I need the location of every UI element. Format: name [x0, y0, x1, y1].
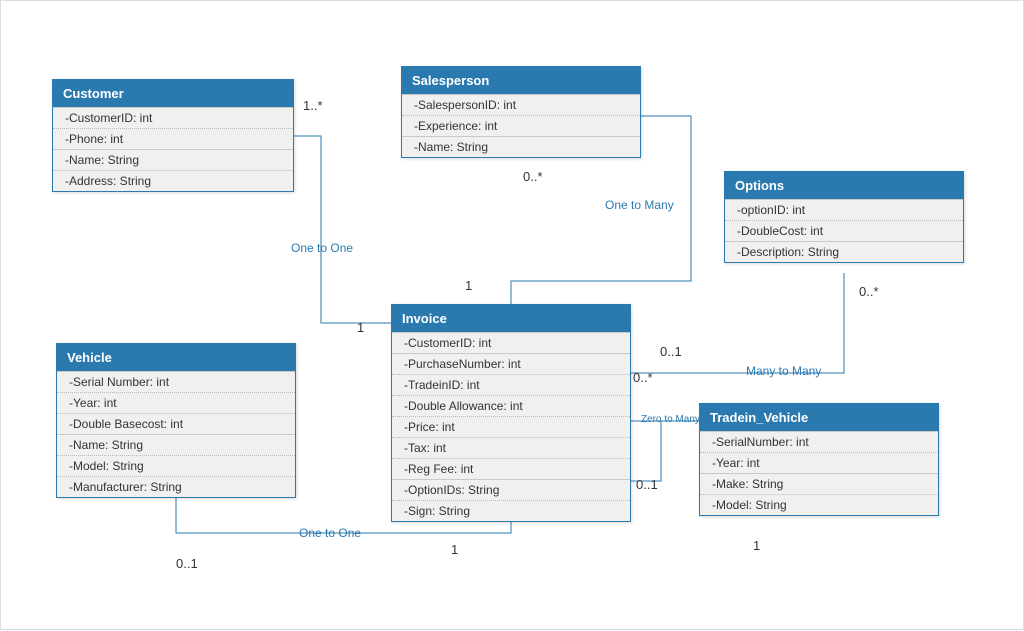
class-title: Options	[725, 172, 963, 199]
class-title: Invoice	[392, 305, 630, 332]
class-attr: -Double Allowance: int	[392, 396, 630, 417]
class-section: -CustomerID: int -Phone: int	[53, 107, 293, 149]
mult-inv-trade-left: 0..1	[660, 344, 682, 359]
class-attr: -PurchaseNumber: int	[392, 354, 630, 375]
label-zero-to-many: Zero to Many	[641, 414, 700, 425]
class-title: Vehicle	[57, 344, 295, 371]
class-attr: -CustomerID: int	[53, 108, 293, 129]
class-options: Options -optionID: int -DoubleCost: int …	[724, 171, 964, 263]
class-attr: -Name: String	[53, 150, 293, 171]
class-section: -SalespersonID: int -Experience: int	[402, 94, 640, 136]
class-attr: -Description: String	[725, 242, 963, 262]
mult-inv-opt-right: 0..*	[859, 284, 879, 299]
class-attr: -SalespersonID: int	[402, 95, 640, 116]
label-many-to-many: Many to Many	[746, 364, 821, 378]
mult-sales-inv-top: 0..*	[523, 169, 543, 184]
class-section: -OptionIDs: String -Sign: String	[392, 479, 630, 521]
class-attr: -Price: int	[392, 417, 630, 438]
class-section: -Serial Number: int -Year: int -Double B…	[57, 371, 295, 434]
mult-inv-trade-right: 1	[753, 538, 760, 553]
class-attr: -optionID: int	[725, 200, 963, 221]
class-attr: -Tax: int	[392, 438, 630, 459]
class-attr: -Reg Fee: int	[392, 459, 630, 479]
class-attr: -Address: String	[53, 171, 293, 191]
class-vehicle: Vehicle -Serial Number: int -Year: int -…	[56, 343, 296, 498]
class-attr: -CustomerID: int	[392, 333, 630, 353]
mult-veh-inv-left: 0..1	[176, 556, 198, 571]
class-section: -Name: String -Address: String	[53, 149, 293, 191]
class-attr: -Serial Number: int	[57, 372, 295, 393]
mult-cust-inv-bottom: 1	[357, 320, 364, 335]
class-section: -optionID: int -DoubleCost: int	[725, 199, 963, 241]
mult-inv-trade-left2: 0..1	[636, 477, 658, 492]
class-section: -Name: String -Model: String -Manufactur…	[57, 434, 295, 497]
class-section: -SerialNumber: int -Year: int	[700, 431, 938, 473]
class-section: -CustomerID: int	[392, 332, 630, 353]
class-title: Customer	[53, 80, 293, 107]
label-one-to-one-2: One to One	[299, 526, 361, 540]
class-attr: -Double Basecost: int	[57, 414, 295, 434]
label-one-to-one: One to One	[291, 241, 353, 255]
class-customer: Customer -CustomerID: int -Phone: int -N…	[52, 79, 294, 192]
class-title: Tradein_Vehicle	[700, 404, 938, 431]
class-salesperson: Salesperson -SalespersonID: int -Experie…	[401, 66, 641, 158]
class-attr: -Name: String	[57, 435, 295, 456]
class-attr: -Experience: int	[402, 116, 640, 136]
class-tradein-vehicle: Tradein_Vehicle -SerialNumber: int -Year…	[699, 403, 939, 516]
label-one-to-many: One to Many	[605, 198, 674, 212]
class-attr: -SerialNumber: int	[700, 432, 938, 453]
class-section: -Name: String	[402, 136, 640, 157]
class-attr: -Make: String	[700, 474, 938, 495]
class-title: Salesperson	[402, 67, 640, 94]
class-attr: -Model: String	[700, 495, 938, 515]
class-attr: -Year: int	[57, 393, 295, 414]
class-section: -PurchaseNumber: int -TradeinID: int -Do…	[392, 353, 630, 479]
class-attr: -Sign: String	[392, 501, 630, 521]
class-section: -Description: String	[725, 241, 963, 262]
class-section: -Make: String -Model: String	[700, 473, 938, 515]
class-invoice: Invoice -CustomerID: int -PurchaseNumber…	[391, 304, 631, 522]
mult-sales-inv-bottom: 1	[465, 278, 472, 293]
mult-cust-inv-top: 1..*	[303, 98, 323, 113]
class-attr: -TradeinID: int	[392, 375, 630, 396]
class-attr: -Year: int	[700, 453, 938, 473]
mult-inv-opt-left: 0..*	[633, 370, 653, 385]
class-attr: -DoubleCost: int	[725, 221, 963, 241]
class-attr: -Phone: int	[53, 129, 293, 149]
class-attr: -Manufacturer: String	[57, 477, 295, 497]
class-attr: -OptionIDs: String	[392, 480, 630, 501]
class-attr: -Name: String	[402, 137, 640, 157]
mult-veh-inv-right: 1	[451, 542, 458, 557]
class-attr: -Model: String	[57, 456, 295, 477]
